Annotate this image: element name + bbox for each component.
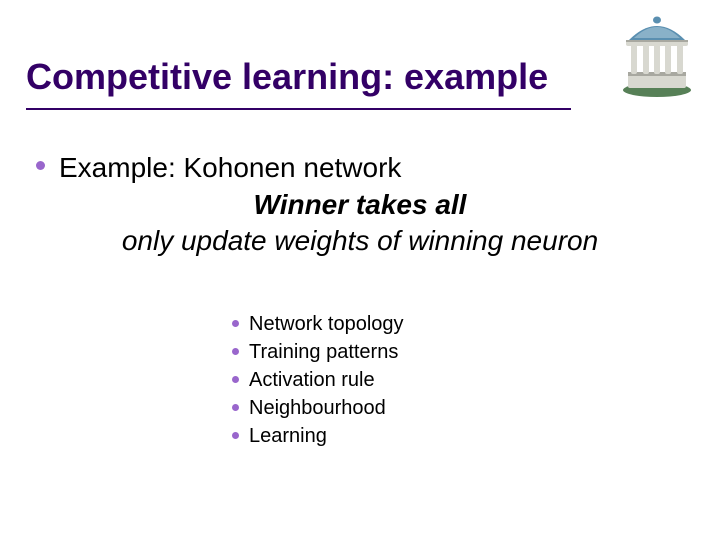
bullet-icon <box>232 320 239 327</box>
sublist-item: Learning <box>232 424 404 449</box>
sublist-item: Training patterns <box>232 340 404 365</box>
body-block: Example: Kohonen network Winner takes al… <box>36 150 684 260</box>
sublist-text: Network topology <box>249 312 404 337</box>
sublist-text: Training patterns <box>249 340 398 365</box>
bullet-text-line1: Example: Kohonen network <box>59 150 401 185</box>
bullet-text-line2: Winner takes all <box>56 187 664 223</box>
bullet-level1: Example: Kohonen network <box>36 150 684 185</box>
bullet-text-line3: only update weights of winning neuron <box>56 223 664 259</box>
bullet-icon <box>232 432 239 439</box>
title-underline <box>26 108 571 110</box>
sublist-item: Neighbourhood <box>232 396 404 421</box>
sublist-item: Network topology <box>232 312 404 337</box>
sublist-block: Network topology Training patterns Activ… <box>232 312 404 452</box>
bullet-icon <box>232 404 239 411</box>
sublist-text: Activation rule <box>249 368 375 393</box>
logo-old-well <box>614 14 700 105</box>
slide-title: Competitive learning: example <box>26 56 610 98</box>
bullet-icon <box>232 348 239 355</box>
sublist-text: Learning <box>249 424 327 449</box>
bullet-icon <box>232 376 239 383</box>
slide: Competitive learning: example Example: K… <box>0 0 720 540</box>
sublist-item: Activation rule <box>232 368 404 393</box>
title-block: Competitive learning: example <box>26 56 610 118</box>
sublist-text: Neighbourhood <box>249 396 386 421</box>
bullet-icon <box>36 161 45 170</box>
